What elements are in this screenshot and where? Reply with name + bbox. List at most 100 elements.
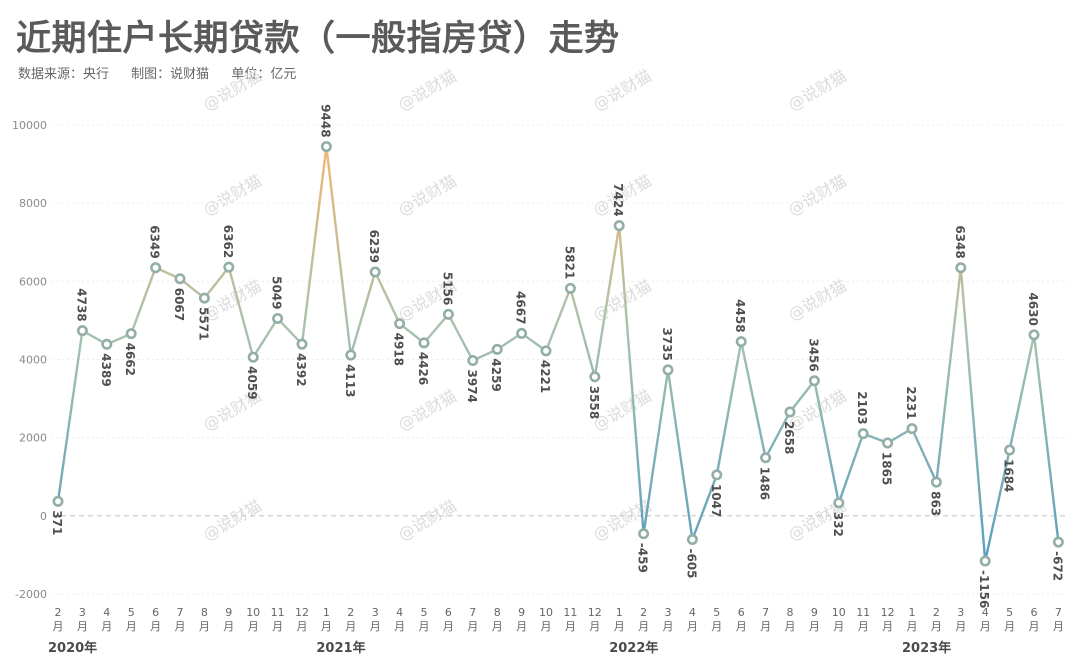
data-label: 2658	[782, 421, 796, 454]
y-tick-label: 0	[40, 510, 47, 523]
data-label: 7424	[611, 183, 625, 216]
watermark-text: @说财猫	[200, 66, 265, 114]
watermark-text: @说财猫	[590, 276, 655, 324]
watermark-text: @说财猫	[395, 496, 460, 544]
data-label: 4667	[514, 291, 528, 324]
data-label: -605	[684, 548, 698, 578]
data-label: 2231	[904, 386, 918, 419]
data-point	[247, 351, 259, 363]
data-label: 3456	[806, 338, 820, 371]
y-tick-label: 4000	[19, 354, 47, 367]
data-point	[223, 261, 235, 273]
data-point	[442, 308, 454, 320]
data-point	[808, 375, 820, 387]
x-tick-label: 11 月	[271, 606, 285, 633]
chart-title: 近期住户长期贷款（一般指房贷）走势	[16, 19, 620, 59]
data-label: 1684	[1002, 459, 1016, 492]
data-label: 3558	[587, 386, 601, 419]
data-label: 5571	[196, 307, 210, 340]
data-label: 4662	[123, 343, 137, 376]
data-point	[930, 476, 942, 488]
y-tick-label: 2000	[19, 432, 47, 445]
data-label: 5049	[270, 276, 284, 309]
data-point	[564, 282, 576, 294]
data-point	[516, 327, 528, 339]
data-point	[125, 328, 137, 340]
chart-subtitle: 数据来源：央行 制图：说财猫 单位：亿元	[18, 63, 296, 82]
data-label: 9448	[318, 104, 332, 137]
y-tick-label: 6000	[19, 275, 47, 288]
data-label: 4738	[74, 288, 88, 321]
data-point	[394, 318, 406, 330]
data-label: 6239	[367, 230, 381, 263]
data-point	[955, 262, 967, 274]
data-label: -1156	[977, 570, 991, 608]
year-label: 2022年	[609, 640, 658, 656]
data-point	[467, 355, 479, 367]
data-point	[296, 338, 308, 350]
watermark-text: @说财猫	[590, 66, 655, 114]
data-label: -459	[636, 543, 650, 573]
data-point	[272, 313, 284, 325]
data-point	[735, 336, 747, 348]
watermark-text: @说财猫	[200, 171, 265, 219]
data-point	[711, 469, 723, 481]
data-label: 4221	[538, 360, 552, 393]
data-labels: 371 4738 4389 4662 6349 6067 5571 6362 4059 5049 4…	[50, 104, 1064, 608]
grid-lines	[52, 124, 1068, 595]
data-point	[857, 428, 869, 440]
data-label: 3735	[660, 327, 674, 360]
x-tick-label: 10 月	[832, 606, 846, 633]
data-label: 4389	[99, 353, 113, 386]
data-label: 4630	[1026, 292, 1040, 325]
data-point	[662, 364, 674, 376]
data-label: 6349	[148, 225, 162, 258]
data-label: 5156	[440, 272, 454, 305]
data-label: 4458	[733, 299, 747, 332]
data-point	[174, 273, 186, 285]
data-label: 4392	[294, 353, 308, 386]
x-tick-label: 10 月	[246, 606, 260, 633]
y-tick-label: 10000	[12, 119, 47, 132]
x-tick-label: 11 月	[563, 606, 577, 633]
data-point	[833, 497, 845, 509]
data-label: 4426	[416, 352, 430, 385]
data-point	[345, 349, 357, 361]
data-label: 3974	[465, 370, 479, 403]
data-point	[101, 338, 113, 350]
watermark-text: @说财猫	[395, 171, 460, 219]
data-point	[198, 292, 210, 304]
data-point	[76, 325, 88, 337]
data-point	[418, 337, 430, 349]
data-label: 6362	[221, 225, 235, 258]
data-label: 6348	[953, 225, 967, 258]
data-label: -672	[1050, 551, 1064, 581]
data-label: 1047	[709, 484, 723, 517]
data-label: 4259	[489, 358, 503, 391]
